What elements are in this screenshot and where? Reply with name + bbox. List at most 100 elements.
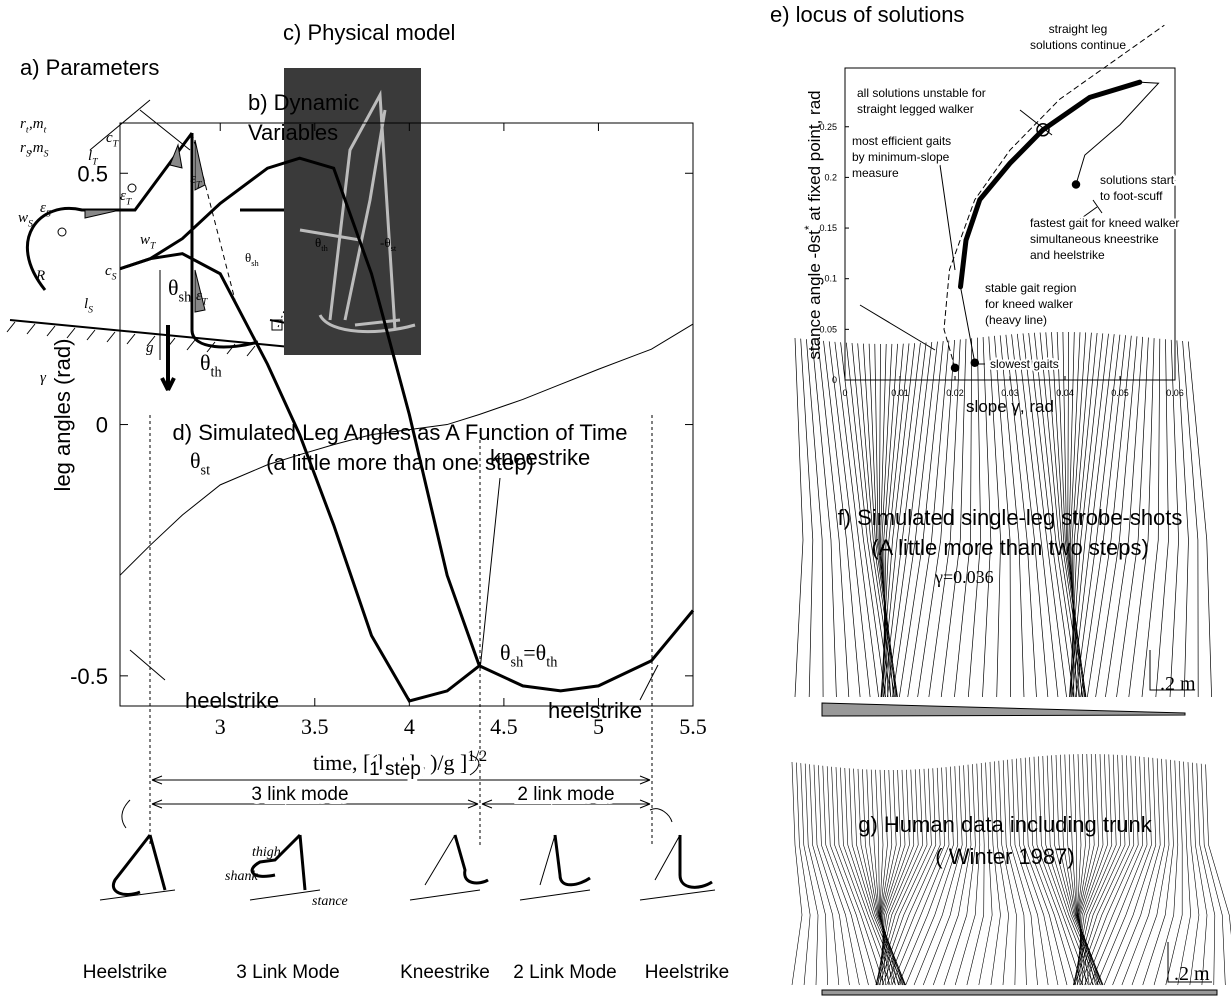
panel-title: g) Human data including trunk (858, 812, 1152, 837)
y-tick-label: 0.25 (819, 122, 837, 132)
mode-label: 3 Link Mode (236, 962, 340, 983)
strobe-line (1003, 760, 1026, 985)
icon-leg (252, 835, 305, 890)
parameter-label: εT (120, 188, 132, 208)
strobe-line (1183, 341, 1199, 697)
annotation: solutions continue (1030, 38, 1126, 52)
strobe-line (1069, 754, 1100, 985)
floor (822, 990, 1217, 995)
strobe-line (1030, 757, 1083, 985)
part-label: shank (225, 869, 258, 884)
strobe-line (792, 762, 802, 985)
text-part: ] (455, 750, 468, 775)
part-label: stance (312, 894, 348, 909)
text-subscript: T (196, 180, 202, 191)
figure: a) Parameters b) Dynamic Variables c) Physi… (0, 0, 1231, 1001)
annotation: heelstrike (185, 688, 279, 713)
parameter-label: wT (140, 232, 156, 252)
x-tick-label: 3.5 (301, 714, 329, 739)
series-label: θsh (168, 275, 191, 306)
annotation: fastest gait for kneed walker (1030, 216, 1179, 230)
x-tick-label: 0.03 (1001, 388, 1019, 398)
y-tick-label: 0.15 (819, 223, 837, 233)
x-tick-label: 5.5 (679, 714, 707, 739)
x-axis-label: slope γ, rad (966, 397, 1054, 416)
text-subscript: T (150, 241, 156, 252)
annotation: to foot-scuff (1100, 189, 1163, 203)
text-part: w (140, 232, 150, 248)
x-tick-label: 3 (215, 714, 226, 739)
annotation: solutions start (1100, 173, 1175, 187)
panel-title: c) Physical model (283, 20, 455, 45)
strobe-line (818, 765, 859, 985)
parameter-label: cT (106, 130, 119, 150)
text-part: g (444, 750, 455, 775)
annotation: heelstrike (548, 698, 642, 723)
text-subscript: S (112, 272, 117, 283)
text-part: R (35, 268, 45, 284)
icon-leg (150, 835, 165, 890)
parameter-label: γ (40, 370, 47, 386)
x-tick-label: 0.02 (946, 388, 964, 398)
text-subscript: sh (179, 290, 192, 306)
icon-leg (455, 835, 488, 883)
panel-title: a) Parameters (20, 55, 159, 80)
strobe-line (1192, 763, 1207, 985)
y-tick-label: 0 (832, 375, 837, 385)
text-subscript: th (211, 365, 222, 381)
parameter-label: R (35, 268, 45, 284)
x-tick-label: 0.01 (891, 388, 909, 398)
strobe-line (1197, 763, 1215, 985)
y-tick-label: 0 (96, 413, 108, 438)
strobe-line (979, 762, 992, 985)
shank-mass (58, 228, 66, 236)
text-part: =θ (523, 640, 546, 665)
parameter-label: cS (105, 263, 117, 283)
strobe-line (994, 761, 1008, 985)
strobe-line (1104, 758, 1156, 985)
text-subscript: th (546, 655, 557, 671)
text-part: -θ (380, 235, 391, 250)
icon-leg (655, 835, 712, 887)
panel-title: Variables (248, 120, 338, 145)
annotation-leader (130, 478, 658, 700)
annotation: θsh=θth (500, 640, 557, 671)
strobe-line (795, 338, 803, 697)
slope-label: γ=0.036 (934, 567, 994, 587)
series-label: θth (200, 350, 222, 381)
strobe-line (827, 766, 877, 985)
y-tick-label: -0.5 (70, 664, 108, 689)
annotation: straight legged walker (857, 102, 974, 116)
text-subscript: sh (251, 258, 259, 268)
x-tick-label: 0.04 (1056, 388, 1074, 398)
text-part: at fixed point, rad (805, 90, 824, 225)
text-part: time, [( (313, 750, 378, 775)
annotation: for kneed walker (985, 297, 1073, 311)
parameter-label: rt (20, 116, 29, 136)
y-tick-label: 0.2 (824, 172, 837, 182)
parameter-label: g (146, 340, 154, 356)
text-part: )/ (425, 750, 445, 775)
strobe-line (796, 763, 810, 985)
strobe-line (892, 767, 949, 985)
text-part: ,m (29, 116, 44, 132)
icon-leg (540, 835, 590, 885)
text-part: θ (200, 350, 211, 375)
data-line (961, 287, 975, 363)
y-tick-label: 0.05 (819, 324, 837, 334)
panel-title: b) Dynamic (248, 90, 359, 115)
text-subscript: st (201, 463, 211, 479)
text-part: g (146, 340, 154, 356)
part-label: thigh (252, 845, 281, 860)
text-part: θ (168, 275, 179, 300)
text-part: ,m (29, 140, 44, 156)
solution-dot (1073, 181, 1080, 188)
strobe-line (1188, 341, 1211, 697)
mode-label: Kneestrike (400, 962, 490, 983)
annotation: most efficient gaits (852, 134, 951, 148)
text-subscript: th (321, 243, 328, 253)
annotation: 1 step (369, 759, 421, 780)
parameter-label: ,mt (29, 116, 47, 136)
parameter-label: ,mS (29, 140, 49, 160)
annotation: slowest gaits (990, 357, 1059, 371)
